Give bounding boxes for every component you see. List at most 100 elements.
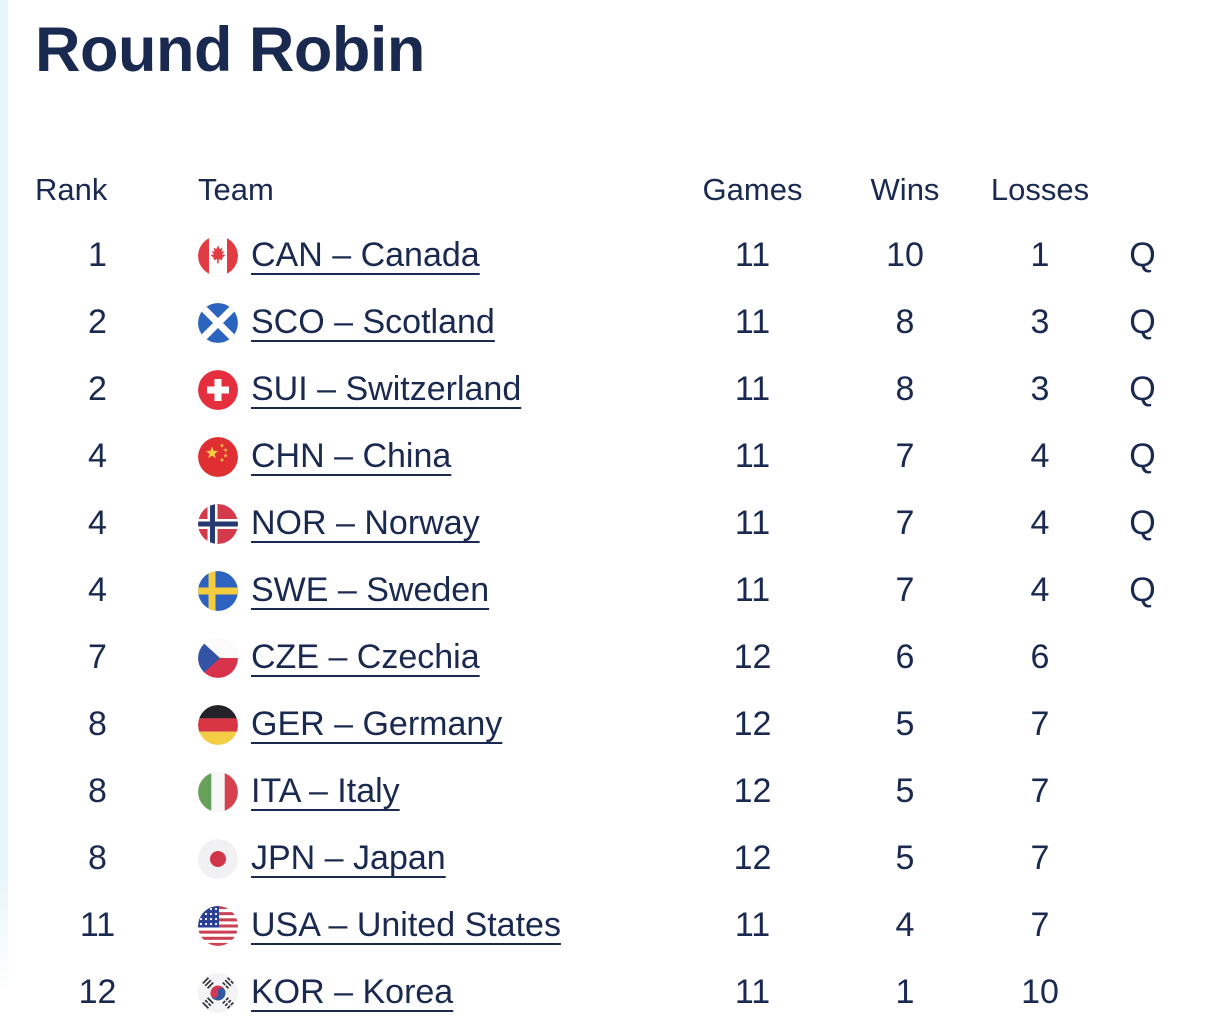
rank-value: 2: [88, 303, 107, 342]
team-cell: ITA – Italy: [160, 771, 660, 812]
table-header-row: Rank Team Games Wins Losses: [35, 158, 1190, 222]
italy-flag-icon: [198, 771, 238, 812]
switzerland-flag-icon: [198, 369, 238, 410]
team-link[interactable]: USA – United States: [251, 906, 561, 945]
games-value: 12: [733, 705, 772, 744]
games-value: 11: [734, 571, 771, 610]
team-link[interactable]: JPN – Japan: [251, 839, 446, 878]
losses-value: 4: [1030, 504, 1050, 543]
page-left-edge-strip: [0, 0, 8, 994]
team-link[interactable]: NOR – Norway: [251, 504, 480, 543]
qualified-badge: Q: [1129, 504, 1156, 543]
standings-table: Rank Team Games Wins Losses 1 CAN – Cana…: [35, 158, 1190, 1026]
norway-flag-icon: [198, 503, 238, 544]
games-value: 11: [734, 504, 771, 543]
wins-value: 5: [895, 705, 915, 744]
games-value: 11: [734, 437, 771, 476]
team-link[interactable]: KOR – Korea: [251, 973, 454, 1012]
qualified-badge: Q: [1129, 236, 1156, 275]
team-link[interactable]: CAN – Canada: [251, 236, 480, 275]
team-cell: KOR – Korea: [160, 972, 660, 1013]
team-link[interactable]: ITA – Italy: [251, 772, 400, 811]
losses-value: 7: [1030, 839, 1050, 878]
table-row: 2 SCO – Scotland 11 8 3 Q: [35, 289, 1190, 356]
wins-value: 8: [895, 370, 915, 409]
united-states-flag-icon: [198, 905, 238, 946]
rank-value: 7: [88, 638, 107, 677]
games-value: 11: [734, 906, 771, 945]
rank-value: 1: [88, 236, 107, 275]
korea-flag-icon: [198, 972, 238, 1013]
column-header-games: Games: [702, 172, 803, 208]
team-cell: CHN – China: [160, 436, 660, 477]
team-link[interactable]: SCO – Scotland: [251, 303, 495, 342]
losses-value: 7: [1030, 772, 1050, 811]
team-cell: CZE – Czechia: [160, 637, 660, 678]
games-value: 11: [734, 973, 771, 1012]
sweden-flag-icon: [198, 570, 238, 611]
games-value: 12: [733, 839, 772, 878]
losses-value: 7: [1030, 705, 1050, 744]
wins-value: 5: [895, 772, 915, 811]
column-header-rank: Rank: [35, 172, 108, 208]
rank-value: 4: [88, 437, 107, 476]
wins-value: 8: [895, 303, 915, 342]
rank-value: 4: [88, 504, 107, 543]
team-link[interactable]: CHN – China: [251, 437, 452, 476]
losses-value: 4: [1030, 571, 1050, 610]
games-value: 11: [734, 303, 771, 342]
team-link[interactable]: SWE – Sweden: [251, 571, 490, 610]
team-cell: SWE – Sweden: [160, 570, 660, 611]
rank-value: 8: [88, 839, 107, 878]
page-title: Round Robin: [35, 15, 425, 85]
games-value: 11: [734, 370, 771, 409]
wins-value: 10: [886, 236, 924, 275]
games-value: 12: [733, 772, 772, 811]
team-cell: GER – Germany: [160, 704, 660, 745]
table-row: 12 KOR – Korea 11 1 10: [35, 959, 1190, 1026]
team-cell: SUI – Switzerland: [160, 369, 660, 410]
team-link[interactable]: CZE – Czechia: [251, 638, 480, 677]
losses-value: 6: [1030, 638, 1050, 677]
qualified-badge: Q: [1129, 370, 1156, 409]
team-link[interactable]: GER – Germany: [251, 705, 503, 744]
team-cell: NOR – Norway: [160, 503, 660, 544]
team-cell: JPN – Japan: [160, 838, 660, 879]
column-header-wins: Wins: [870, 172, 940, 208]
wins-value: 7: [895, 437, 915, 476]
wins-value: 5: [895, 839, 915, 878]
games-value: 12: [733, 638, 772, 677]
wins-value: 4: [895, 906, 915, 945]
table-row: 4 CHN – China 11 7 4 Q: [35, 423, 1190, 490]
table-row: 7 CZE – Czechia 12 6 6: [35, 624, 1190, 691]
japan-flag-icon: [198, 838, 238, 879]
losses-value: 3: [1030, 370, 1050, 409]
losses-value: 10: [1021, 973, 1059, 1012]
china-flag-icon: [198, 436, 238, 477]
team-cell: USA – United States: [160, 905, 660, 946]
rank-value: 2: [88, 370, 107, 409]
rank-value: 8: [88, 772, 107, 811]
rank-value: 12: [78, 973, 117, 1012]
games-value: 11: [734, 236, 771, 275]
losses-value: 3: [1030, 303, 1050, 342]
qualified-badge: Q: [1129, 303, 1156, 342]
table-row: 8 GER – Germany 12 5 7: [35, 691, 1190, 758]
losses-value: 4: [1030, 437, 1050, 476]
table-row: 8 ITA – Italy 12 5 7: [35, 758, 1190, 825]
team-cell: SCO – Scotland: [160, 302, 660, 343]
losses-value: 1: [1030, 236, 1050, 275]
column-header-team: Team: [198, 172, 274, 208]
wins-value: 7: [895, 504, 915, 543]
qualified-badge: Q: [1129, 571, 1156, 610]
table-row: 11 USA – United States 11 4 7: [35, 892, 1190, 959]
canada-flag-icon: [198, 235, 238, 276]
rank-value: 8: [88, 705, 107, 744]
wins-value: 1: [895, 973, 915, 1012]
table-row: 8 JPN – Japan 12 5 7: [35, 825, 1190, 892]
qualified-badge: Q: [1129, 437, 1156, 476]
team-cell: CAN – Canada: [160, 235, 660, 276]
scotland-flag-icon: [198, 302, 238, 343]
team-link[interactable]: SUI – Switzerland: [251, 370, 522, 409]
